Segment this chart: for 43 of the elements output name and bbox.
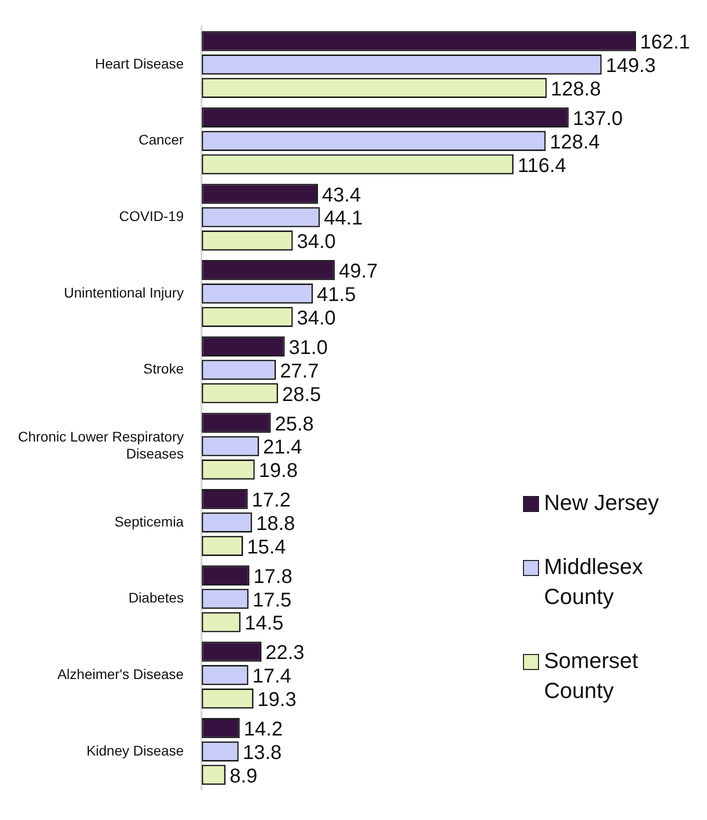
data-label: 19.8 [258, 460, 298, 482]
y-tick-label: Diabetes [128, 590, 184, 606]
y-tick-label: Chronic Lower Respiratory Diseases [18, 428, 184, 462]
data-label: 49.7 [338, 260, 378, 283]
data-label: 25.8 [274, 413, 314, 436]
data-label: 162.1 [640, 32, 690, 54]
data-label: 17.8 [253, 566, 292, 588]
data-label: 34.0 [296, 231, 336, 254]
data-label: 41.5 [316, 284, 356, 306]
data-label: 149.3 [606, 55, 656, 78]
y-tick-label: Unintentional Injury [64, 284, 184, 300]
data-label: 31.0 [288, 336, 328, 359]
data-label: 116.4 [518, 154, 566, 177]
legend-label: Somerset County [544, 647, 640, 705]
data-label: 17.2 [252, 490, 291, 512]
data-label: 137.0 [572, 108, 623, 130]
data-label: 34.0 [296, 307, 336, 330]
data-label: 14.5 [244, 612, 284, 635]
y-tick-label: Septicemia [114, 513, 184, 530]
data-label: 17.5 [252, 589, 292, 612]
legend-label: New Jersey [544, 489, 659, 517]
data-label: 22.3 [265, 642, 304, 664]
y-tick-label: COVID-19 [119, 208, 184, 224]
data-label: 19.3 [257, 689, 296, 712]
legend-label: Middlesex County [544, 553, 644, 611]
data-label: 43.4 [322, 184, 361, 206]
data-label: 128.4 [550, 131, 600, 154]
data-label: 8.9 [230, 765, 258, 788]
data-label: 21.4 [263, 436, 302, 459]
data-label: 15.4 [246, 536, 286, 558]
y-tick-label: Alzheimer's Disease [57, 666, 184, 682]
y-tick-label: Stroke [143, 360, 184, 377]
data-label: 18.8 [256, 512, 296, 535]
data-label: 44.1 [324, 208, 363, 230]
y-tick-label: Cancer [138, 132, 184, 148]
y-tick-label: Heart Disease [95, 55, 184, 72]
data-label: 128.8 [550, 78, 601, 100]
data-label: 28.5 [282, 384, 322, 406]
data-label: 17.4 [252, 666, 292, 688]
y-tick-label: Kidney Disease [86, 742, 184, 758]
data-label: 27.7 [280, 360, 319, 382]
data-label: 14.2 [244, 718, 283, 741]
data-label: 13.8 [242, 742, 282, 764]
